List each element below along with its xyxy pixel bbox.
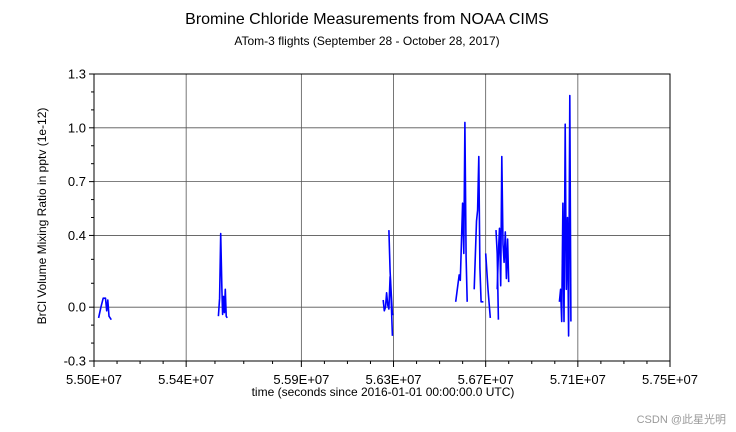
chart-subtitle: ATom-3 flights (September 28 - October 2… xyxy=(234,34,499,48)
y-axis-label: BrCl Volume Mixing Ratio in pptv (1e-12) xyxy=(35,108,49,325)
x-axis-label: time (seconds since 2016-01-01 00:00:00.… xyxy=(252,385,515,399)
series-line-segment xyxy=(97,297,112,321)
plot-frame xyxy=(93,73,671,362)
chart-title: Bromine Chloride Measurements from NOAA … xyxy=(185,11,549,28)
x-tick-label: 5.67E+07 xyxy=(458,372,514,387)
x-tick-label: 5.75E+07 xyxy=(642,372,698,387)
y-tick-label: 0.7 xyxy=(68,174,86,189)
grid xyxy=(94,74,670,361)
series-line-segment xyxy=(558,94,572,337)
x-tick-label: 5.54E+07 xyxy=(158,372,214,387)
watermark: CSDN @此星光明 xyxy=(637,412,726,426)
series-line-segment xyxy=(473,155,484,303)
x-tick-label: 5.50E+07 xyxy=(66,372,122,387)
y-tick-label: 0.0 xyxy=(68,300,86,315)
series-line-segment xyxy=(382,275,394,336)
x-axis-ticks: 5.50E+07 5.54E+07 5.59E+07 5.63E+07 5.67E+07… xyxy=(66,361,698,387)
y-tick-label: -0.3 xyxy=(64,354,86,369)
y-tick-label: 1.0 xyxy=(68,120,86,135)
series-line-segment xyxy=(217,232,228,319)
x-tick-label: 5.59E+07 xyxy=(273,372,329,387)
data-series xyxy=(97,94,572,337)
y-tick-label: 1.3 xyxy=(68,67,86,82)
series-line-segment xyxy=(496,155,510,290)
y-axis-ticks: -0.3 0.0 0.4 0.7 1.0 1.3 xyxy=(64,67,94,369)
y-tick-label: 0.4 xyxy=(68,228,86,243)
series-line-segment xyxy=(495,230,500,320)
x-tick-label: 5.63E+07 xyxy=(366,372,422,387)
series-line-segment xyxy=(454,121,468,302)
x-tick-label: 5.71E+07 xyxy=(550,372,606,387)
series-line-segment xyxy=(484,253,492,318)
